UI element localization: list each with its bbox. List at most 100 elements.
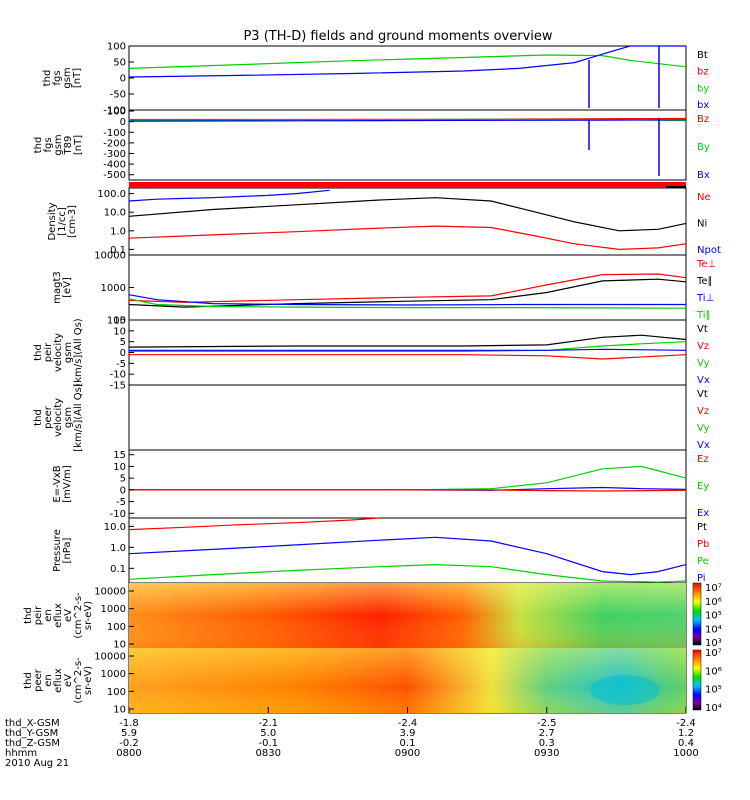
efield-legend-entry: Ez xyxy=(697,454,709,465)
temperature-legend-entry: Ti∥ xyxy=(696,310,711,321)
fgs-legend-entry: by xyxy=(697,83,709,94)
temperature-series-Ti∥ xyxy=(128,298,687,309)
peer_velocity-legend-entry: Vt xyxy=(697,389,708,400)
pressure-ytick-label: 1.0 xyxy=(110,543,126,554)
peer_velocity-legend-entry: Vy xyxy=(697,423,710,434)
fgs-ytick-label: 100 xyxy=(107,42,126,53)
peer_velocity-ylabel-line: peer xyxy=(43,405,54,429)
peir_velocity-series-Vt xyxy=(128,334,687,348)
fgs2-legend-entry: Bx xyxy=(697,170,710,181)
fgs2-series-Bx xyxy=(128,119,687,122)
peir_velocity-ytick-label: -15 xyxy=(110,381,126,392)
efield-series-Ez xyxy=(129,489,687,492)
efield-ytick-label: -5 xyxy=(116,497,126,508)
peer_velocity-ylabel-line: velocity xyxy=(53,398,64,437)
status-bar-black xyxy=(666,186,686,188)
pressure-legend-entry: Pi xyxy=(697,573,706,584)
peir_velocity-ylabel-line: gsm xyxy=(63,342,74,363)
x-row-value: 2.7 xyxy=(539,728,555,739)
peer_spectrogram-ytick-label: 10000 xyxy=(94,652,126,663)
x-row-value: 0.1 xyxy=(400,738,416,749)
peir_spectrogram-ytick-label: 1000 xyxy=(101,604,126,615)
x-row-value: -0.1 xyxy=(258,738,278,749)
density-series-Npot xyxy=(128,189,330,202)
x-row-value: 0800 xyxy=(116,748,141,759)
x-row-value: -1.8 xyxy=(119,718,139,729)
peer_spectrogram-ylabel-line: sr-eV) xyxy=(83,666,94,695)
pressure-ylabel-line: [nPa] xyxy=(62,537,73,563)
pressure-ylabel-line: Pressure xyxy=(52,529,63,572)
x-row-value: 1.2 xyxy=(678,728,694,739)
efield-frame xyxy=(128,449,687,519)
pressure-frame xyxy=(128,517,687,584)
fgs-ytick-label: -50 xyxy=(110,90,126,101)
x-row-value: -0.2 xyxy=(119,738,139,749)
peer_spectrogram-ytick-label: 10 xyxy=(113,705,126,716)
peer_spectrogram-colorbar-tick: 10⁷ xyxy=(705,648,722,659)
fgs2-ylabel-line: fgs xyxy=(43,137,54,152)
density-series-Ne xyxy=(128,225,687,251)
peir_velocity-legend-entry: Vy xyxy=(697,358,710,369)
fgs-ylabel-line: fgs xyxy=(52,70,63,85)
fgs-ylabel-line: gsm xyxy=(62,67,73,88)
peir-spectrogram xyxy=(129,583,686,648)
peir_spectrogram-ylabel-line: eflux xyxy=(53,603,64,628)
peir_spectrogram-ytick-label: 10000 xyxy=(94,587,126,598)
peir_velocity-ylabel-line: thd xyxy=(33,344,44,361)
efield-ytick-label: 15 xyxy=(113,450,126,461)
x-row-label: thd_Y-GSM xyxy=(5,728,58,739)
temperature-legend-entry: Te⊥ xyxy=(696,259,716,270)
peer_velocity-legend-entry: Vz xyxy=(697,406,709,417)
fgs2-legend-entry: By xyxy=(697,142,710,153)
x-row-label: hhmm xyxy=(5,748,37,759)
peir_velocity-legend-entry: Vz xyxy=(697,341,709,352)
fgs-series-bx xyxy=(128,45,686,78)
peir_spectrogram-ylabel-line: peir xyxy=(33,605,44,625)
fgs2-ylabel-line: thd xyxy=(33,137,44,154)
peer_velocity-ylabel-line: [km/s](All Qs) xyxy=(73,383,84,451)
peir_spectrogram-ytick-label: 100 xyxy=(107,622,126,633)
peer-spectrogram xyxy=(129,648,686,713)
peir_spectrogram-ylabel-line: (cm^2-s- xyxy=(73,592,84,639)
fgs-series-by xyxy=(128,54,687,69)
peer_spectrogram-colorbar-tick: 10⁶ xyxy=(705,666,722,677)
pressure-ytick-label: 0.1 xyxy=(110,564,126,575)
peir_velocity-ytick-label: -5 xyxy=(116,359,126,370)
x-row-value: 1000 xyxy=(673,748,698,759)
x-row-label: thd_Z-GSM xyxy=(5,738,60,749)
fgs2-ylabel-line: [nT] xyxy=(73,135,84,155)
pressure-series-Pb xyxy=(128,517,380,531)
peir_spectrogram-ylabel-line: sr-eV) xyxy=(83,601,94,630)
efield-ylabel-line: E=-VxB xyxy=(52,465,63,502)
x-row-value: 0.4 xyxy=(678,738,694,749)
temperature-series-Ti⊥ xyxy=(128,294,686,306)
series-lines xyxy=(128,45,687,583)
pressure-series-Pi xyxy=(128,536,687,576)
fgs-ylabel-line: [nT] xyxy=(72,68,83,88)
fgs2-ytick-label: -500 xyxy=(103,170,126,181)
fgs2-ytick-label: -400 xyxy=(103,160,126,171)
pressure-legend-entry: Pe xyxy=(697,556,709,567)
peer_spectrogram-ylabel-line: peer xyxy=(33,668,44,692)
peer_spectrogram-ytick-label: 100 xyxy=(107,687,126,698)
density-ytick-label: 1.0 xyxy=(110,226,126,237)
x-row-value: -2.4 xyxy=(676,718,696,729)
peir_velocity-ylabel-line: peir xyxy=(43,342,54,362)
fgs-ytick-label: 50 xyxy=(113,58,126,69)
peer-spectrogram-low-flux-patch xyxy=(590,675,660,705)
x-row-value: 0900 xyxy=(395,748,420,759)
fgs2-legend-entry: Bz xyxy=(697,114,709,125)
peir_spectrogram-ylabel-line: eV xyxy=(63,609,74,622)
peer_spectrogram-ylabel-line: eV xyxy=(63,674,74,687)
peer_velocity-ylabel-line: thd xyxy=(33,409,44,426)
temperature-legend-entry: Te∥ xyxy=(696,276,713,287)
date-label: 2010 Aug 21 xyxy=(5,758,69,769)
x-row-value: -2.1 xyxy=(258,718,278,729)
temperature-legend-entry: Ti⊥ xyxy=(696,293,714,304)
fgs2-ylabel-line: gsm xyxy=(53,134,64,155)
peer_spectrogram-colorbar-tick: 10⁴ xyxy=(705,703,722,714)
peir_velocity-ytick-label: 10 xyxy=(113,326,126,337)
peir_spectrogram-ytick-label: 10 xyxy=(113,640,126,651)
efield-ytick-label: -10 xyxy=(110,509,126,520)
fgs2-ytick-label: -100 xyxy=(103,128,126,139)
